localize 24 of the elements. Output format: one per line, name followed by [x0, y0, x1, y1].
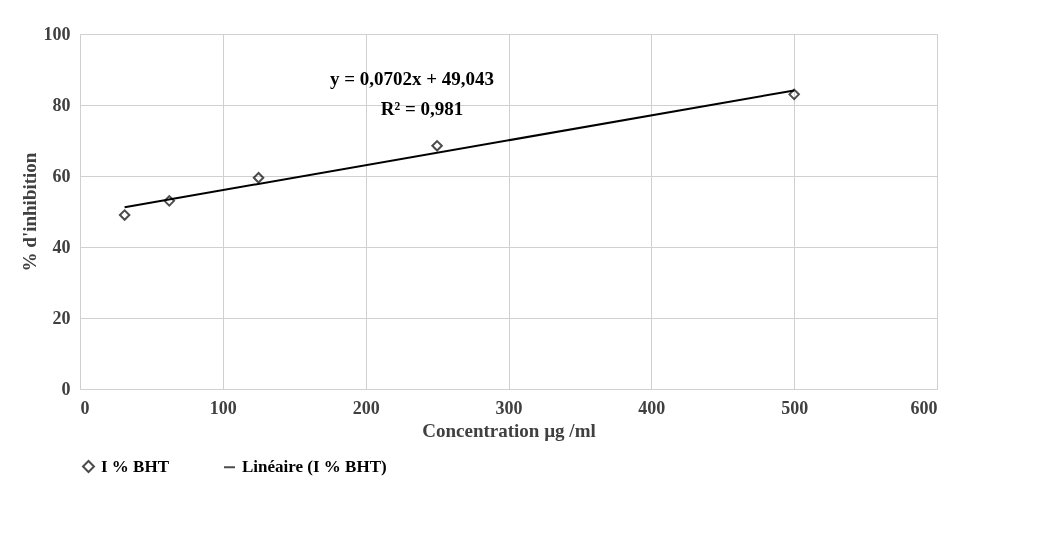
point: [252, 172, 265, 184]
y-tick-label: 80: [52, 94, 71, 115]
legend-label: I % BHT: [101, 456, 170, 476]
x-tick-label: 600: [910, 397, 938, 418]
y-axis-title: % d'inhibition: [18, 152, 40, 272]
x-tick-label: 400: [638, 397, 666, 418]
annotation: y = 0,0702x + 49,043: [329, 68, 495, 89]
y-tick-label: 20: [52, 307, 71, 328]
point: [163, 195, 176, 207]
point: [118, 209, 131, 221]
y-tick-label: 100: [43, 23, 71, 44]
x-tick-label: 200: [352, 397, 380, 418]
annotation: R² = 0,981: [380, 98, 464, 119]
x-tick-label: 100: [209, 397, 237, 418]
y-tick-label: 60: [52, 165, 71, 186]
y-tick-label: 0: [61, 378, 71, 399]
legend-label: Linéaire (I % BHT): [242, 457, 387, 477]
point: [788, 88, 800, 101]
x-tick-label: 0: [80, 397, 90, 418]
y-tick-label: 40: [52, 236, 71, 257]
x-axis-title: Concentration µg /ml: [422, 419, 596, 441]
point: [431, 140, 443, 152]
x-tick-label: 300: [495, 397, 523, 418]
x-tick-label: 500: [781, 397, 809, 418]
